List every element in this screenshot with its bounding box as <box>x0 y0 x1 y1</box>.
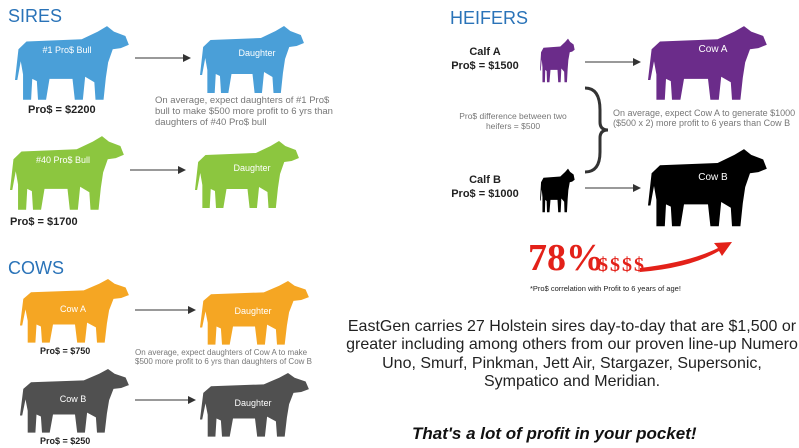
cow-icon <box>195 141 299 208</box>
section-title: COWS <box>8 258 64 279</box>
cow-label: Cow B <box>38 394 108 404</box>
cow-icon <box>10 136 124 210</box>
cow-icon <box>15 26 129 100</box>
pro-value: Pro$ = $1500 <box>440 60 530 73</box>
note: On average, expect daughters of Cow A to… <box>135 348 325 366</box>
note: Pro$ difference between two heifers = $5… <box>448 112 578 132</box>
pro-value: Pro$ = $250 <box>40 436 90 446</box>
cow-label: Cow A <box>38 304 108 314</box>
cow-label: Daughter <box>218 398 288 408</box>
pro-value: Pro$ = $2200 <box>28 104 96 117</box>
percent: 78% <box>528 236 604 280</box>
calf-label: Calf A <box>440 46 530 59</box>
calf-icon <box>540 169 575 213</box>
paragraph: EastGen carries 27 Holstein sires day-to… <box>345 318 799 392</box>
note: On average, expect daughters of #1 Pro$ … <box>155 96 340 129</box>
swoosh-arrow <box>640 242 732 272</box>
cow-label: #40 Pro$ Bull <box>28 155 98 165</box>
cow-icon <box>648 149 767 226</box>
cow-label: Cow A <box>678 44 748 56</box>
cow-label: Daughter <box>217 163 287 173</box>
tagline: That's a lot of profit in your pocket! <box>412 424 697 444</box>
pro-value: Pro$ = $750 <box>40 346 90 356</box>
cow-label: Daughter <box>222 48 292 58</box>
cow-label: Daughter <box>218 306 288 316</box>
pro-value: Pro$ = $1000 <box>440 188 530 201</box>
pro-value: Pro$ = $1700 <box>10 216 78 229</box>
footnote: *Pro$ correlation with Profit to 6 years… <box>530 285 681 294</box>
section-title: SIRES <box>8 6 62 27</box>
cow-label: Cow B <box>678 172 748 184</box>
section-title: HEIFERS <box>450 8 528 29</box>
infographic: SIRES #1 Pro$ Bull Daughter Pro$ = $2200… <box>0 0 799 448</box>
cow-icon <box>648 26 767 100</box>
calf-label: Calf B <box>440 174 530 187</box>
note: On average, expect Cow A to generate $10… <box>613 108 799 129</box>
dollar-signs: $$$$ <box>598 254 646 277</box>
cow-icon <box>200 26 304 93</box>
cow-label: #1 Pro$ Bull <box>32 45 102 55</box>
brace <box>585 88 608 172</box>
calf-icon <box>540 39 575 83</box>
